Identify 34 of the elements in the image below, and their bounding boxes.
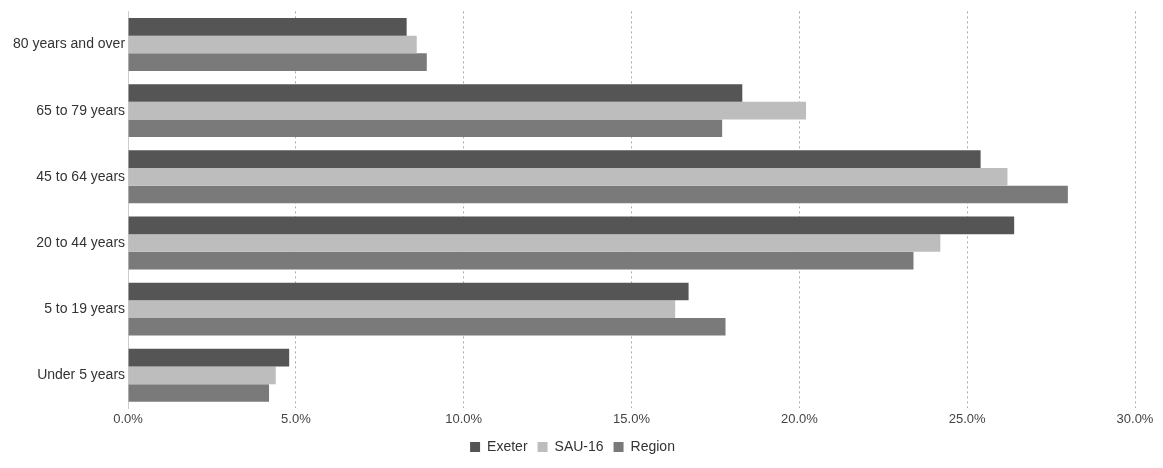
y-tick-label: 20 to 44 years (36, 233, 126, 250)
bar (128, 53, 427, 71)
bar (128, 119, 723, 138)
y-tick-label: 45 to 64 years (36, 167, 126, 184)
y-tick-label: 65 to 79 years (36, 101, 126, 118)
bar (128, 300, 676, 318)
bar (128, 167, 1008, 186)
y-tick-label: 5 to 19 years (44, 300, 126, 317)
bar (128, 101, 807, 120)
x-tick-label: 20.0% (780, 410, 819, 426)
x-tick-label: 15.0% (613, 410, 651, 426)
x-tick-label: 10.0% (445, 410, 483, 426)
bar (128, 251, 914, 270)
bar (128, 317, 726, 336)
bar (128, 150, 981, 168)
x-tick-label: 25.0% (948, 410, 987, 426)
bar (128, 282, 689, 301)
bar (128, 348, 290, 367)
bar (128, 185, 1068, 204)
bar (128, 84, 743, 102)
x-tick-label: 30.0% (1116, 410, 1154, 426)
y-tick-label: 80 years and over (12, 35, 126, 52)
legend-label: Exeter (487, 437, 528, 454)
legend-label: SAU-16 (554, 437, 604, 454)
bar (128, 35, 417, 54)
bar (128, 216, 1015, 235)
bar (128, 18, 407, 36)
x-tick-label: 5.0% (281, 410, 312, 426)
x-tick-label: 0.0% (113, 410, 144, 426)
bar (128, 366, 276, 385)
y-tick-label: Under 5 years (37, 366, 126, 383)
bar (128, 234, 941, 252)
bar (128, 384, 270, 402)
legend-label: Region (630, 437, 675, 454)
